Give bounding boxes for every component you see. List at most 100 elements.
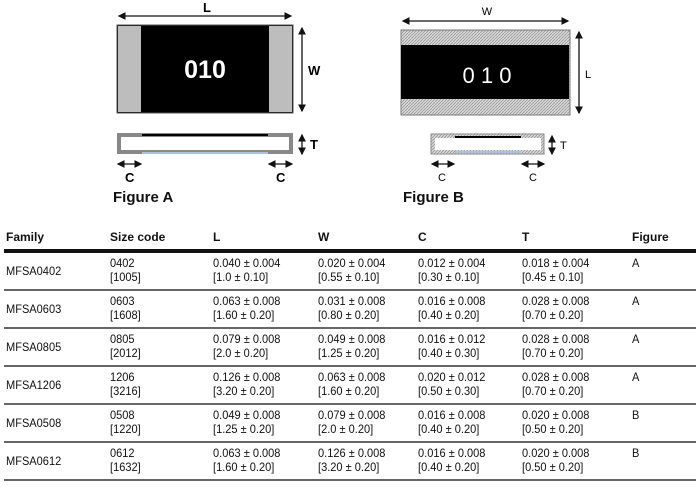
cell-c-value: [0.30 ± 0.10] xyxy=(418,270,480,284)
cell-l-value: [1.0 ± 0.10] xyxy=(213,270,269,284)
cell-l: 0.126 ± 0.008 [3.20 ± 0.20] xyxy=(211,366,316,405)
cell-family: MFSA0603 xyxy=(4,290,108,329)
cell-family: MFSA0402 xyxy=(4,251,108,291)
cell-w: 0.079 ± 0.008 [2.0 ± 0.20] xyxy=(316,404,416,443)
cell-t: 0.028 ± 0.008 [0.70 ± 0.20] xyxy=(520,328,630,367)
cell-figure: A xyxy=(630,328,696,367)
cell-w-value: [0.80 ± 0.20] xyxy=(318,308,380,322)
cell-t-value: [0.50 ± 0.20] xyxy=(522,460,584,474)
figure-b-drawing: W 0 1 0 L T C C xyxy=(400,6,591,184)
cell-c: 0.016 ± 0.012 [0.40 ± 0.30] xyxy=(416,328,520,367)
cell-c-value: [0.40 ± 0.20] xyxy=(418,460,480,474)
cell-l: 0.063 ± 0.008 [1.60 ± 0.20] xyxy=(211,442,316,481)
cell-l-value: [2.0 ± 0.20] xyxy=(213,346,269,360)
cell-figure: B xyxy=(630,442,696,481)
table-row: MFSA0612 0612 [1632] 0.063 ± 0.008 [1.60 ± 0… xyxy=(4,442,696,481)
cell-c: 0.016 ± 0.008 [0.40 ± 0.20] xyxy=(416,442,520,481)
table-row: MFSA0805 0805 [2012] 0.079 ± 0.008 [2.0 ± 0.… xyxy=(4,328,696,367)
cell-figure: A xyxy=(630,290,696,329)
cell-w: 0.020 ± 0.004 [0.55 ± 0.10] xyxy=(316,251,416,291)
cell-w-value: 0.126 ± 0.008 xyxy=(318,446,386,460)
cell-c: 0.016 ± 0.008 [0.40 ± 0.20] xyxy=(416,404,520,443)
figure-b-label-t: T xyxy=(560,140,567,152)
cell-w-value: [3.20 ± 0.20] xyxy=(318,460,380,474)
cell-figure: A xyxy=(630,366,696,405)
cell-size-code-value: [2012] xyxy=(110,346,141,360)
cell-l: 0.049 ± 0.008 [1.25 ± 0.20] xyxy=(211,404,316,443)
figure-b-marking: 0 1 0 xyxy=(463,63,512,88)
figure-b-label-w: W xyxy=(482,6,493,18)
figure-b-label-c-right: C xyxy=(529,172,537,184)
cell-size-code: 0603 [1608] xyxy=(108,290,211,329)
cell-w: 0.049 ± 0.008 [1.25 ± 0.20] xyxy=(316,328,416,367)
figure-a-label-c-left: C xyxy=(125,170,135,185)
header-l: L xyxy=(211,226,316,253)
cell-t-value: 0.020 ± 0.008 xyxy=(522,408,590,422)
cell-c-value: 0.016 ± 0.008 xyxy=(418,408,486,422)
figure-a-label-w: W xyxy=(308,63,321,78)
cell-figure-value: B xyxy=(632,408,640,422)
cell-w-value: 0.063 ± 0.008 xyxy=(318,370,386,384)
cell-c-value: [0.50 ± 0.30] xyxy=(418,384,480,398)
figure-a-marking: 010 xyxy=(184,56,226,84)
cell-size-code: 0402 [1005] xyxy=(108,251,211,291)
cell-t-value: [0.50 ± 0.20] xyxy=(522,422,584,436)
cell-family-value: MFSA0805 xyxy=(6,340,62,354)
cell-c: 0.012 ± 0.004 [0.30 ± 0.10] xyxy=(416,251,520,291)
cell-family: MFSA0612 xyxy=(4,442,108,481)
cell-w-value: [2.0 ± 0.20] xyxy=(318,422,374,436)
cell-t: 0.028 ± 0.008 [0.70 ± 0.20] xyxy=(520,290,630,329)
figure-a-label-t: T xyxy=(310,137,318,152)
cell-w-value: 0.031 ± 0.008 xyxy=(318,294,386,308)
cell-size-code-value: 0603 xyxy=(110,294,135,308)
header-size-code: Size code xyxy=(108,226,211,253)
cell-size-code-value: 0805 xyxy=(110,332,135,346)
cell-size-code-value: [1632] xyxy=(110,460,141,474)
cell-w-value: [1.25 ± 0.20] xyxy=(318,346,380,360)
figure-b-label-l: L xyxy=(585,69,591,81)
cell-l-value: [3.20 ± 0.20] xyxy=(213,384,275,398)
cell-size-code-value: [3216] xyxy=(110,384,141,398)
cell-size-code-value: [1608] xyxy=(110,308,141,322)
cell-size-code-value: 0612 xyxy=(110,446,135,460)
cell-figure-value: A xyxy=(632,332,640,346)
figure-a-label-l: L xyxy=(203,0,211,15)
header-w: W xyxy=(316,226,416,253)
cell-family-value: MFSA0508 xyxy=(6,416,62,430)
cell-size-code-value: [1005] xyxy=(110,270,141,284)
cell-t-value: 0.028 ± 0.008 xyxy=(522,332,590,346)
cell-c-value: [0.40 ± 0.30] xyxy=(418,346,480,360)
header-figure: Figure xyxy=(630,226,696,253)
cell-size-code-value: 0508 xyxy=(110,408,135,422)
cell-l: 0.040 ± 0.004 [1.0 ± 0.10] xyxy=(211,251,316,291)
cell-t-value: [0.70 ± 0.20] xyxy=(522,384,584,398)
cell-size-code-value: 0402 xyxy=(110,256,135,270)
cell-c-value: 0.016 ± 0.008 xyxy=(418,446,486,460)
figure-a-caption: Figure A xyxy=(113,189,174,206)
cell-family: MFSA1206 xyxy=(4,366,108,405)
cell-t: 0.018 ± 0.004 [0.45 ± 0.10] xyxy=(520,251,630,291)
cell-c-value: 0.016 ± 0.008 xyxy=(418,294,486,308)
cell-c-value: 0.020 ± 0.012 xyxy=(418,370,486,384)
header-family: Family xyxy=(4,226,108,253)
cell-t-value: [0.45 ± 0.10] xyxy=(522,270,584,284)
cell-figure-value: A xyxy=(632,294,640,308)
header-c: C xyxy=(416,226,520,253)
cell-w-value: [0.55 ± 0.10] xyxy=(318,270,380,284)
cell-size-code-value: [1220] xyxy=(110,422,141,436)
cell-family: MFSA0508 xyxy=(4,404,108,443)
cell-w-value: [1.60 ± 0.20] xyxy=(318,384,380,398)
cell-t: 0.020 ± 0.008 [0.50 ± 0.20] xyxy=(520,404,630,443)
cell-family-value: MFSA0612 xyxy=(6,454,62,468)
cell-c-value: 0.012 ± 0.004 xyxy=(418,256,486,270)
table-header-row: Family Size code L W C T Figure xyxy=(4,226,696,253)
cell-l-value: 0.079 ± 0.008 xyxy=(213,332,281,346)
cell-t-value: 0.018 ± 0.004 xyxy=(522,256,590,270)
cell-figure: A xyxy=(630,251,696,291)
cell-t-value: 0.020 ± 0.008 xyxy=(522,446,590,460)
figure-a-drawing: L 010 W T C C xyxy=(116,0,321,185)
cell-family: MFSA0805 xyxy=(4,328,108,367)
table-row: MFSA0508 0508 [1220] 0.049 ± 0.008 [1.25 ± 0… xyxy=(4,404,696,443)
cell-size-code: 0508 [1220] xyxy=(108,404,211,443)
cell-c: 0.016 ± 0.008 [0.40 ± 0.20] xyxy=(416,290,520,329)
